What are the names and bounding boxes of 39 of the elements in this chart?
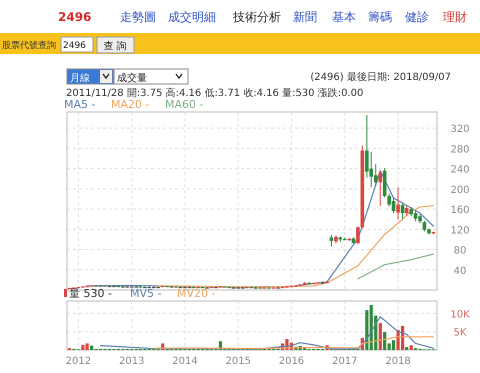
text: 走勢圖 (120, 10, 156, 24)
y-tick-label: 80 (454, 246, 466, 257)
text: 2496 (63, 41, 86, 51)
text: 基本 (332, 10, 356, 24)
x-tick-label: 2017 (332, 356, 358, 367)
x-tick-label: 2013 (119, 356, 144, 367)
y-tick-label: 280 (450, 144, 470, 156)
chart-title: (2496) 最後日期: 2018/09/07 (310, 71, 451, 83)
x-tick-label: 2016 (278, 356, 304, 367)
x-tick-label: 2014 (172, 356, 198, 367)
text: MV5 - (130, 287, 162, 300)
y-tick-label: 200 (450, 184, 470, 196)
text: 成交量 (117, 72, 147, 84)
text: 理財 (443, 10, 467, 24)
text: 籌碼 (368, 10, 392, 24)
y-tick-label: 10K (450, 309, 470, 320)
text: 技術分析 (232, 10, 281, 24)
x-tick-label: 2018 (385, 356, 411, 367)
text: 成交明細 (168, 10, 216, 24)
y-tick-label: 120 (450, 225, 470, 236)
text: MA60 - (165, 98, 204, 111)
x-tick-label: 2015 (225, 356, 251, 367)
y-tick-label: 320 (450, 124, 470, 136)
text: MV20 - (177, 287, 216, 300)
text: 股票代號查詢 (2, 40, 56, 51)
y-tick-label: 5K (454, 328, 467, 339)
text: MA5 - (64, 98, 96, 111)
text: 健診 (405, 10, 429, 24)
text: 2496 (58, 10, 92, 24)
y-tick-label: 160 (450, 205, 470, 216)
text: 查 詢 (103, 40, 127, 52)
chart-subtitle: 2011/11/28 開:3.75 高:4.16 低:3.71 收:4.16 量:530 漲跌:0.00 (66, 87, 364, 99)
text: MA20 - (111, 98, 150, 111)
y-tick-label: 240 (450, 164, 470, 176)
legend-label: 量 530 - (69, 287, 112, 300)
x-tick-label: 2012 (66, 356, 92, 367)
text: 月線 (70, 73, 90, 84)
y-tick-label: 40 (454, 266, 466, 277)
text: 新聞 (293, 10, 317, 24)
